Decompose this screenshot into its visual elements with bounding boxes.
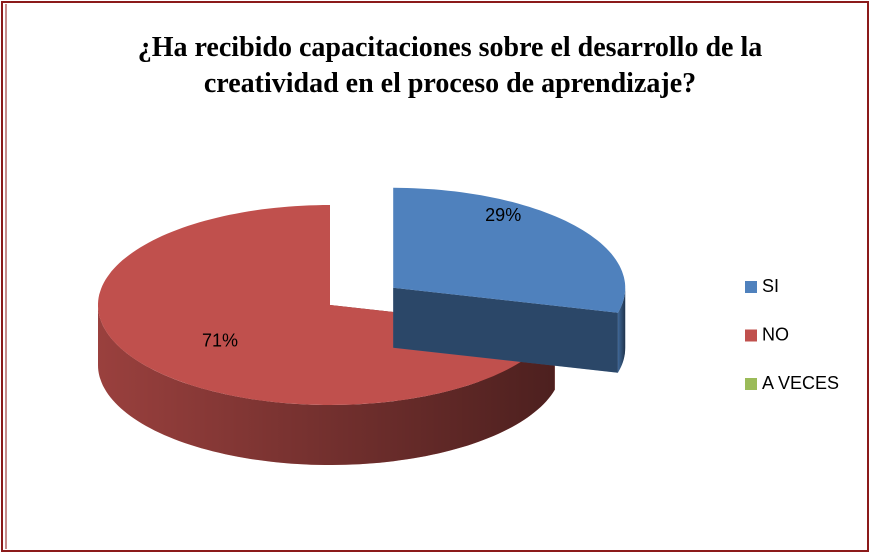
data-label: 71% — [202, 331, 238, 351]
slice-shade — [98, 305, 555, 465]
legend-label: NO — [762, 324, 789, 344]
legend-swatch — [745, 378, 757, 390]
legend-swatch — [745, 281, 757, 293]
data-label: 29% — [485, 205, 521, 225]
slice-shade — [393, 287, 618, 373]
slice-side — [393, 287, 618, 373]
legend-label: A VECES — [762, 373, 839, 393]
slice — [98, 205, 555, 405]
slice-shade — [617, 287, 626, 373]
legend-label: SI — [762, 276, 779, 296]
slice — [393, 187, 626, 313]
chart-title: ¿Ha recibido capacitaciones sobre el des… — [137, 32, 763, 99]
legend-swatch — [745, 329, 757, 342]
